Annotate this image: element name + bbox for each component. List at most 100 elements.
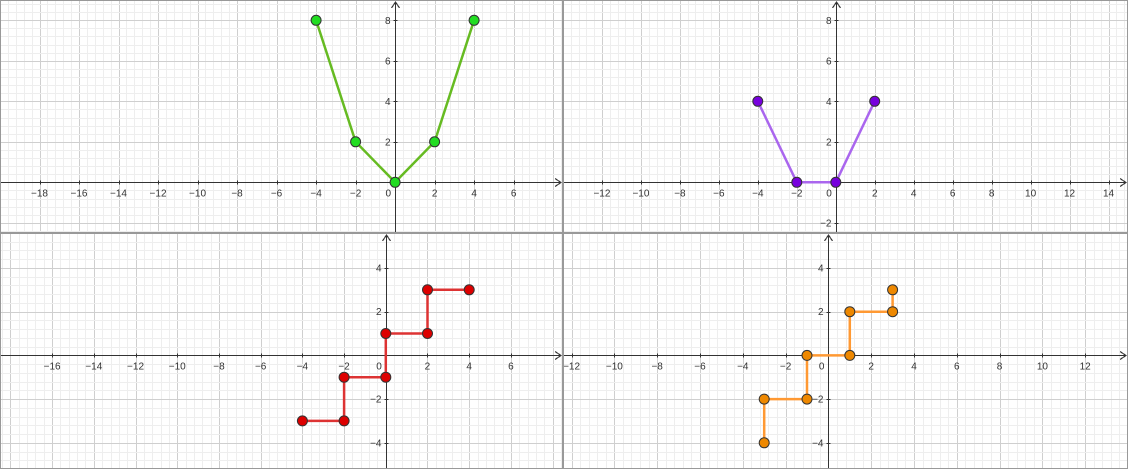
data-point[interactable] bbox=[801, 349, 813, 361]
data-point[interactable] bbox=[752, 95, 764, 107]
data-point[interactable] bbox=[338, 371, 350, 383]
data-point[interactable] bbox=[463, 284, 475, 296]
plot-area: −12 −10 −8 −6 −4 −2 0 2 4 6 8 10 12 14 −2 2 4 6 8 bbox=[563, 0, 1128, 233]
data-point[interactable] bbox=[887, 284, 899, 296]
x-tick-label: −2 bbox=[350, 189, 362, 200]
y-axis-arrow-icon bbox=[832, 1, 841, 9]
chart-panel-bottom-right: −12 −10 −8 −6 −4 −2 0 2 4 6 8 10 12 −4 −2 2 4 bbox=[563, 233, 1128, 469]
tick-labels: −12 −10 −8 −6 −4 −2 0 2 4 6 8 10 12 −4 −2 2 4 bbox=[563, 263, 1091, 449]
series bbox=[758, 284, 899, 449]
data-point[interactable] bbox=[296, 415, 308, 427]
x-tick-label: 0 bbox=[376, 362, 382, 373]
tick-labels: −12 −10 −8 −6 −4 −2 0 2 4 6 8 10 12 14 −2 2 4 6 8 bbox=[593, 16, 1114, 230]
data-point[interactable] bbox=[844, 306, 856, 318]
x-tick-label: 10 bbox=[1025, 189, 1037, 200]
x-tick-label: −10 bbox=[606, 362, 623, 373]
y-tick-label: −4 bbox=[370, 438, 382, 449]
x-tick-label: 0 bbox=[819, 362, 825, 373]
data-point[interactable] bbox=[887, 306, 899, 318]
data-point[interactable] bbox=[380, 328, 392, 339]
x-tick-label: −14 bbox=[110, 189, 127, 200]
data-point[interactable] bbox=[830, 176, 842, 188]
y-axis-arrow-icon bbox=[382, 234, 391, 242]
data-point[interactable] bbox=[422, 328, 433, 339]
data-point[interactable] bbox=[801, 393, 813, 405]
series-line bbox=[762, 289, 894, 443]
x-tick-label: −2 bbox=[780, 362, 792, 373]
data-point[interactable] bbox=[429, 136, 441, 148]
x-tick-label: −8 bbox=[651, 362, 663, 373]
chart-panel-top-right: −12 −10 −8 −6 −4 −2 0 2 4 6 8 10 12 14 −2 2 4 6 8 bbox=[563, 0, 1128, 233]
x-tick-label: −8 bbox=[231, 189, 243, 200]
data-point[interactable] bbox=[468, 14, 480, 26]
y-tick-label: 2 bbox=[385, 137, 391, 148]
x-tick-label: 10 bbox=[1037, 362, 1049, 373]
y-tick-label: 4 bbox=[818, 263, 824, 274]
x-tick-label: 8 bbox=[989, 189, 995, 200]
data-point[interactable] bbox=[380, 371, 392, 383]
x-tick-label: 2 bbox=[425, 362, 431, 373]
data-point[interactable] bbox=[869, 95, 881, 107]
axes bbox=[563, 1, 1127, 233]
x-tick-label: −12 bbox=[150, 189, 167, 200]
x-tick-label: −6 bbox=[713, 189, 725, 200]
data-point[interactable] bbox=[758, 393, 770, 405]
data-point[interactable] bbox=[338, 415, 350, 427]
x-tick-label: 6 bbox=[954, 362, 960, 373]
x-axis-arrow-icon bbox=[554, 351, 562, 360]
plot-area: −16 −14 −12 −10 −8 −6 −4 −2 0 2 4 6 −4 −2 2 4 bbox=[0, 233, 563, 469]
x-tick-label: 2 bbox=[432, 189, 438, 200]
data-point[interactable] bbox=[422, 284, 433, 296]
y-tick-label: 6 bbox=[826, 56, 832, 67]
data-point[interactable] bbox=[844, 349, 856, 361]
tick-labels: −18 −16 −14 −12 −10 −8 −6 −4 −2 0 2 4 6 2 4 6 8 bbox=[31, 16, 517, 200]
x-tick-label: 4 bbox=[911, 362, 917, 373]
x-tick-label: −10 bbox=[632, 189, 649, 200]
data-point[interactable] bbox=[758, 437, 770, 449]
x-axis-arrow-icon bbox=[1119, 351, 1127, 360]
y-tick-label: 8 bbox=[826, 16, 832, 27]
x-tick-label: −10 bbox=[189, 189, 206, 200]
x-tick-label: 12 bbox=[1064, 189, 1076, 200]
series-line bbox=[756, 100, 876, 184]
x-tick-label: 2 bbox=[872, 189, 878, 200]
y-tick-label: −2 bbox=[370, 395, 382, 406]
data-point[interactable] bbox=[310, 14, 322, 26]
x-tick-label: −4 bbox=[297, 362, 309, 373]
x-tick-label: −8 bbox=[674, 189, 686, 200]
panel-border bbox=[0, 0, 563, 233]
x-tick-label: −2 bbox=[338, 362, 350, 373]
x-tick-label: 8 bbox=[997, 362, 1003, 373]
x-tick-label: −4 bbox=[310, 189, 322, 200]
grid bbox=[0, 233, 563, 469]
series-line bbox=[302, 288, 470, 423]
x-tick-label: −12 bbox=[593, 189, 610, 200]
x-tick-label: −6 bbox=[694, 362, 706, 373]
data-point[interactable] bbox=[350, 136, 362, 148]
x-tick-label: 4 bbox=[911, 189, 917, 200]
plot-area: −12 −10 −8 −6 −4 −2 0 2 4 6 8 10 12 −4 −2 2 4 bbox=[563, 233, 1128, 469]
x-tick-label: −18 bbox=[31, 189, 48, 200]
y-tick-label: 4 bbox=[385, 97, 391, 108]
grid bbox=[563, 233, 1128, 469]
x-tick-label: 6 bbox=[950, 189, 956, 200]
series bbox=[752, 95, 881, 188]
y-axis-arrow-icon bbox=[391, 1, 400, 9]
y-tick-label: −2 bbox=[812, 395, 824, 406]
x-tick-label: −4 bbox=[737, 362, 749, 373]
x-tick-label: −12 bbox=[563, 362, 580, 373]
y-tick-label: −2 bbox=[820, 218, 832, 229]
series bbox=[310, 14, 480, 188]
axes bbox=[0, 1, 562, 233]
y-tick-label: 2 bbox=[826, 137, 832, 148]
x-tick-label: −16 bbox=[44, 362, 61, 373]
data-point[interactable] bbox=[389, 176, 401, 188]
y-tick-label: 2 bbox=[818, 307, 824, 318]
data-point[interactable] bbox=[791, 176, 803, 188]
tick-labels: −16 −14 −12 −10 −8 −6 −4 −2 0 2 4 6 −4 −2 2 4 bbox=[44, 263, 514, 449]
x-tick-label: −10 bbox=[169, 362, 186, 373]
chart-panel-bottom-left: −16 −14 −12 −10 −8 −6 −4 −2 0 2 4 6 −4 −2 2 4 bbox=[0, 233, 563, 469]
x-tick-label: 0 bbox=[826, 189, 832, 200]
x-tick-label: 4 bbox=[466, 362, 472, 373]
